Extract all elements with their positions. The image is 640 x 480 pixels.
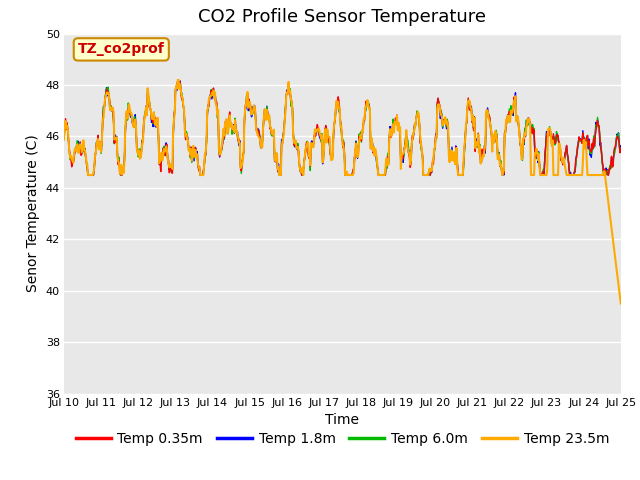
Temp 0.35m <box>617 146 625 152</box>
Temp 23.5m <box>214 107 222 113</box>
Temp 6.0m <box>70 151 78 157</box>
Temp 6.0m <box>84 172 92 178</box>
Temp 6.0m <box>186 146 193 152</box>
Temp 1.8m <box>186 146 193 152</box>
Temp 23.5m <box>70 151 78 156</box>
Title: CO2 Profile Sensor Temperature: CO2 Profile Sensor Temperature <box>198 9 486 26</box>
Temp 6.0m <box>174 77 182 83</box>
Temp 6.0m <box>215 146 223 152</box>
Temp 0.35m <box>412 123 419 129</box>
Temp 0.35m <box>128 115 136 121</box>
Temp 6.0m <box>128 117 136 123</box>
Temp 0.35m <box>60 135 68 141</box>
Line: Temp 6.0m: Temp 6.0m <box>64 80 621 175</box>
Temp 0.35m <box>215 143 223 149</box>
Text: TZ_co2prof: TZ_co2prof <box>78 42 164 56</box>
Temp 0.35m <box>428 168 436 174</box>
Temp 23.5m <box>174 77 182 83</box>
Temp 6.0m <box>412 119 419 125</box>
Temp 1.8m <box>174 77 182 83</box>
Temp 0.35m <box>174 77 182 83</box>
Legend: Temp 0.35m, Temp 1.8m, Temp 6.0m, Temp 23.5m: Temp 0.35m, Temp 1.8m, Temp 6.0m, Temp 2… <box>70 426 614 452</box>
Temp 23.5m <box>617 300 625 307</box>
Line: Temp 1.8m: Temp 1.8m <box>64 80 621 175</box>
Temp 6.0m <box>617 145 625 151</box>
Temp 23.5m <box>60 137 68 143</box>
Temp 23.5m <box>428 166 435 172</box>
Temp 1.8m <box>215 148 223 154</box>
Temp 23.5m <box>127 110 135 116</box>
Temp 1.8m <box>70 152 78 157</box>
Temp 1.8m <box>412 122 419 128</box>
Temp 1.8m <box>60 135 68 141</box>
Temp 0.35m <box>70 157 78 163</box>
Line: Temp 0.35m: Temp 0.35m <box>64 80 621 175</box>
Temp 1.8m <box>617 143 625 149</box>
Y-axis label: Senor Temperature (C): Senor Temperature (C) <box>26 135 40 292</box>
Temp 6.0m <box>60 136 68 142</box>
Temp 0.35m <box>84 172 92 178</box>
Temp 0.35m <box>186 147 193 153</box>
Temp 6.0m <box>428 167 436 173</box>
Temp 1.8m <box>84 172 92 178</box>
Line: Temp 23.5m: Temp 23.5m <box>64 80 621 304</box>
Temp 1.8m <box>428 169 436 175</box>
X-axis label: Time: Time <box>325 413 360 427</box>
Temp 1.8m <box>128 120 136 125</box>
Temp 23.5m <box>411 121 419 127</box>
Temp 23.5m <box>185 148 193 154</box>
